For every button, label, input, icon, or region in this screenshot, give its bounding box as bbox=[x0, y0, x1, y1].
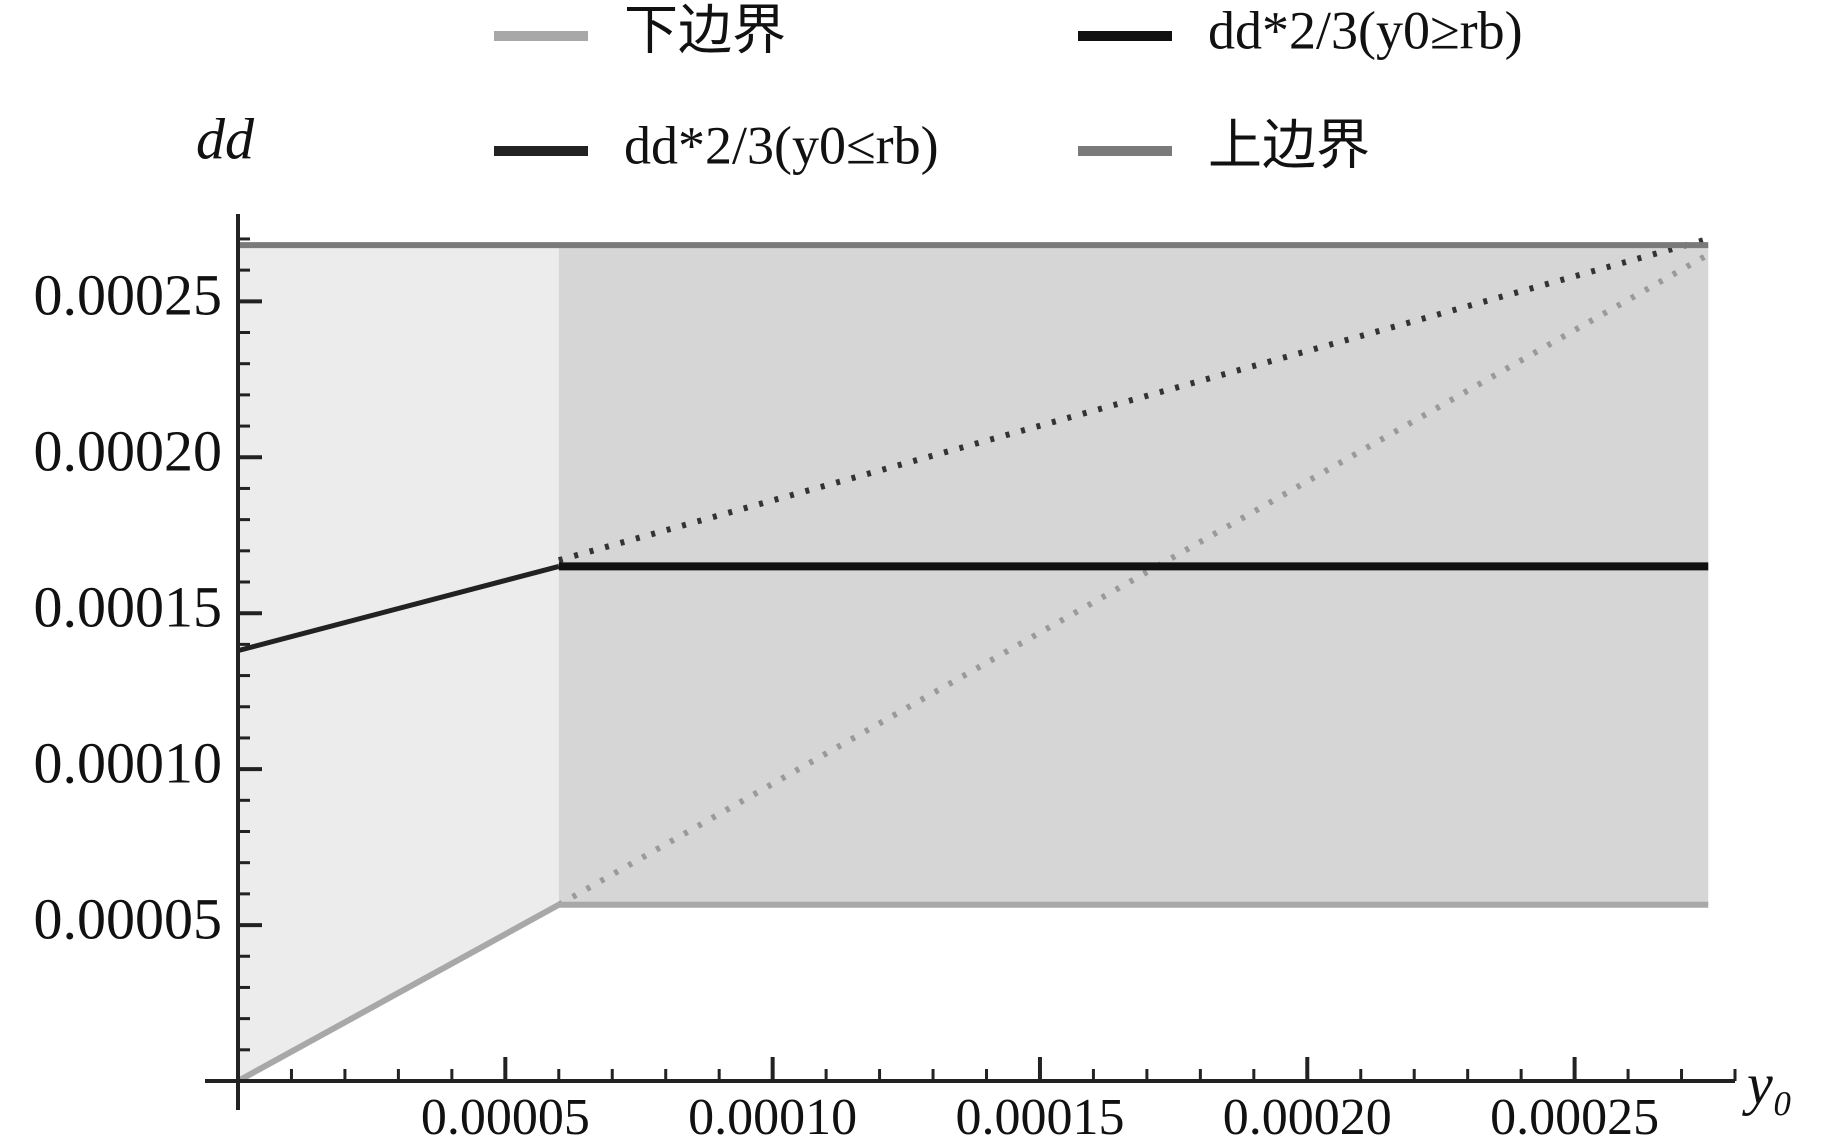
x-tick-label: 0.00015 bbox=[955, 1089, 1124, 1146]
y-axis-label: dd bbox=[196, 106, 255, 171]
guide-line bbox=[557, 236, 1710, 564]
region bbox=[238, 245, 559, 1081]
x-axis-label: y₀ bbox=[1742, 1051, 1793, 1116]
x-tick-label: 0.00020 bbox=[1223, 1089, 1392, 1146]
y-tick-label: 0.00020 bbox=[34, 419, 223, 484]
region bbox=[558, 245, 1709, 905]
y-tick-label: 0.00010 bbox=[34, 730, 223, 795]
x-tick-label: 0.00005 bbox=[421, 1089, 590, 1146]
y-tick-label: 0.00015 bbox=[34, 575, 223, 640]
x-tick-label: 0.00025 bbox=[1490, 1089, 1659, 1146]
legend-label: dd*2/3(y0≤rb) bbox=[624, 115, 939, 175]
line bbox=[237, 563, 560, 654]
legend-label: dd*2/3(y0≥rb) bbox=[1208, 0, 1523, 60]
x-tick-label: 0.00010 bbox=[688, 1089, 857, 1146]
legend-label: 下边界 bbox=[624, 0, 786, 60]
legend-label: 上边界 bbox=[1208, 115, 1370, 175]
line bbox=[236, 901, 1709, 1084]
y-tick-label: 0.00005 bbox=[34, 886, 223, 951]
y-tick-label: 0.00025 bbox=[34, 263, 223, 328]
